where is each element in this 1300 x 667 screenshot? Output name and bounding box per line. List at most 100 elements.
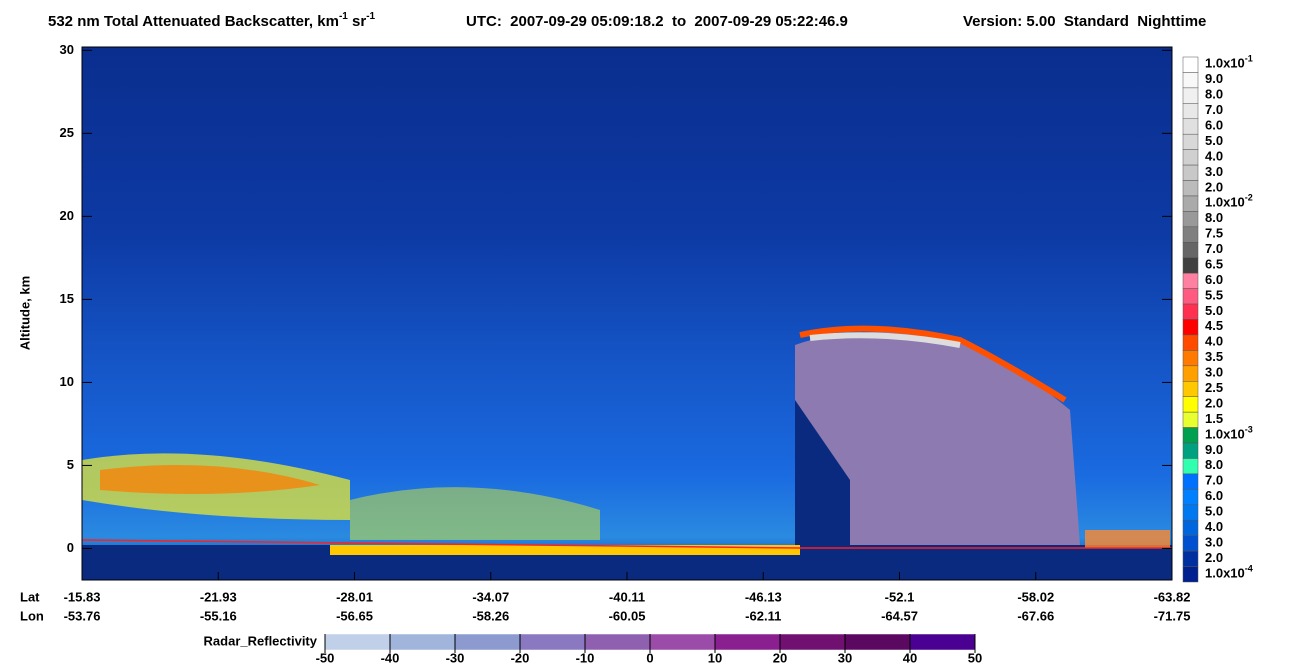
radar-tick-label: 0 [646,650,653,665]
lon-label: -60.05 [609,608,646,623]
radar-swatch [844,633,911,651]
lon-label: -53.76 [64,608,101,623]
colorbar-swatch [1182,334,1199,351]
colorbar-swatch [1182,87,1199,104]
lon-label: -64.57 [881,608,918,623]
colorbar-label-text: 7.0 [1205,102,1223,117]
lat-label: -34.07 [472,589,509,604]
colorbar-label-sup: -3 [1245,425,1253,435]
colorbar-label-text: 8.0 [1205,87,1223,102]
colorbar-label-text: 2.0 [1205,396,1223,411]
lat-label: -28.01 [336,589,373,604]
colorbar-swatch [1182,411,1199,428]
colorbar-swatch [1182,396,1199,413]
lat-title: Lat [20,589,40,604]
colorbar-swatch [1182,195,1199,212]
lon-label: -58.26 [472,608,509,623]
title-text: UTC: 2007-09-29 05:09:18.2 to 2007-09-29… [466,13,848,30]
colorbar-label: 2.0 [1205,396,1223,411]
radar-tick-label: -10 [576,650,595,665]
chart-title: 532 nm Total Attenuated Backscatter, km-… [0,11,1219,30]
title-sup: -1 [339,11,348,22]
lat-label: -40.11 [609,589,645,604]
colorbar-label: 6.0 [1205,118,1223,133]
colorbar-label-text: 6.0 [1205,489,1223,504]
lat-label: -63.82 [1154,589,1191,604]
colorbar-label: 8.0 [1205,211,1223,226]
radar-tick-label: 30 [838,650,852,665]
lon-label: -71.75 [1154,608,1191,623]
colorbar-label-text: 3.5 [1205,350,1223,365]
colorbar-label: 5.0 [1205,303,1223,318]
colorbar-swatch [1182,519,1199,536]
colorbar-label: 1.0x10-3 [1205,425,1253,442]
colorbar-label: 3.0 [1205,365,1223,380]
radar-swatch [389,633,456,651]
radar-swatch [779,633,846,651]
lon-title: Lon [20,608,44,623]
colorbar-label-sup: -4 [1245,564,1253,574]
radar-swatch [649,633,716,651]
colorbar-label-text: 3.0 [1205,164,1223,179]
colorbar-swatch [1182,535,1199,552]
colorbar-label: 6.0 [1205,489,1223,504]
colorbar-swatch [1182,180,1199,197]
lon-label: -67.66 [1017,608,1054,623]
title-text: sr [348,13,367,30]
colorbar-label-text: 2.0 [1205,550,1223,565]
colorbar-swatch [1182,211,1199,228]
y-tick-label: 25 [60,125,74,140]
colorbar-swatch [1182,72,1199,89]
colorbar-swatch [1182,133,1199,150]
colorbar-label-text: 9.0 [1205,72,1223,87]
colorbar-label-text: 4.0 [1205,334,1223,349]
colorbar-label: 8.0 [1205,458,1223,473]
colorbar-label-text: 1.0x10 [1205,566,1245,581]
colorbar-label-text: 8.0 [1205,458,1223,473]
colorbar-label-text: 6.0 [1205,118,1223,133]
colorbar-swatch [1182,303,1199,320]
colorbar-label-text: 5.0 [1205,504,1223,519]
y-tick-label: 5 [67,457,74,472]
colorbar-swatch [1182,442,1199,459]
lat-label: -46.13 [745,589,782,604]
y-tick-label: 10 [60,374,74,389]
colorbar-label: 3.0 [1205,164,1223,179]
colorbar-label-text: 1.5 [1205,411,1223,426]
colorbar-label-text: 5.0 [1205,133,1223,148]
lat-label: -52.1 [885,589,915,604]
radar-swatch [714,633,781,651]
backscatter-field [81,47,1172,580]
colorbar-label: 7.0 [1205,102,1223,117]
colorbar-label-text: 5.5 [1205,288,1223,303]
radar-swatch [909,633,976,651]
colorbar-label: 1.0x10-2 [1205,193,1253,210]
colorbar-label: 7.0 [1205,473,1223,488]
colorbar-label: 6.0 [1205,272,1223,287]
colorbar-swatch [1182,56,1199,73]
colorbar-label-text: 1.0x10 [1205,56,1245,71]
colorbar-label: 4.0 [1205,149,1223,164]
radar-tick-label: -30 [446,650,465,665]
colorbar-swatch [1182,272,1199,289]
colorbar-swatch [1182,365,1199,382]
colorbar-label: 4.0 [1205,334,1223,349]
colorbar-label-text: 2.5 [1205,380,1223,395]
colorbar-label: 6.5 [1205,257,1223,272]
colorbar-swatch [1182,566,1199,583]
colorbar-swatch [1182,242,1199,258]
colorbar-swatch [1182,288,1199,305]
colorbar-swatch [1182,103,1199,120]
colorbar-swatch [1182,473,1199,490]
colorbar-swatch [1182,458,1199,475]
colorbar-label: 5.5 [1205,288,1223,303]
colorbar-swatch [1182,550,1199,567]
colorbar-label-text: 7.0 [1205,241,1223,256]
colorbar-label-text: 6.0 [1205,272,1223,287]
colorbar-label-text: 3.0 [1205,365,1223,380]
colorbar-swatch [1182,427,1199,444]
colorbar-label: 1.0x10-4 [1205,564,1253,581]
colorbar-label: 2.0 [1205,550,1223,565]
colorbar-label-text: 5.0 [1205,303,1223,318]
colorbar-label: 3.5 [1205,350,1223,365]
